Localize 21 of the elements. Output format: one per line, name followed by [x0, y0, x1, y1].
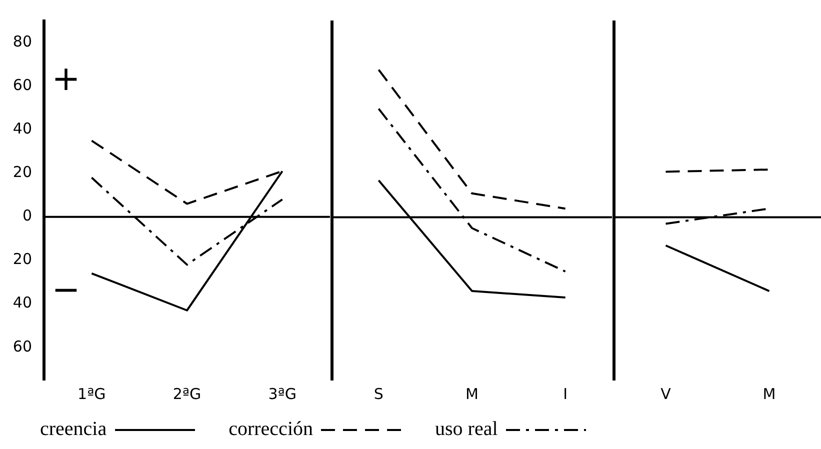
y-tick-label: 80	[12, 32, 32, 51]
annotation: −	[52, 270, 80, 310]
x-tick-label: S	[374, 384, 384, 403]
y-tick-label: 60	[12, 76, 32, 94]
x-tick-label: M	[466, 384, 478, 403]
x-tick-label: I	[563, 384, 568, 403]
annotation: +	[52, 58, 80, 99]
y-tick-label: 20	[12, 250, 32, 268]
y-tick-label: 40	[12, 294, 32, 312]
y-tick-label: 40	[12, 120, 32, 138]
x-tick-label: V	[660, 384, 672, 403]
legend-label: uso real	[435, 418, 498, 441]
legend-label: corrección	[228, 418, 313, 441]
x-tick-label: 3ªG	[268, 384, 296, 403]
legend-label: creencia	[40, 418, 107, 441]
x-tick-label: 1ªG	[78, 384, 106, 403]
x-tick-label: 2ªG	[172, 384, 202, 403]
y-tick-label: 20	[12, 163, 32, 182]
x-tick-label: M	[762, 384, 776, 403]
y-tick-label: 0	[22, 206, 32, 225]
y-tick-label: 60	[12, 337, 32, 356]
